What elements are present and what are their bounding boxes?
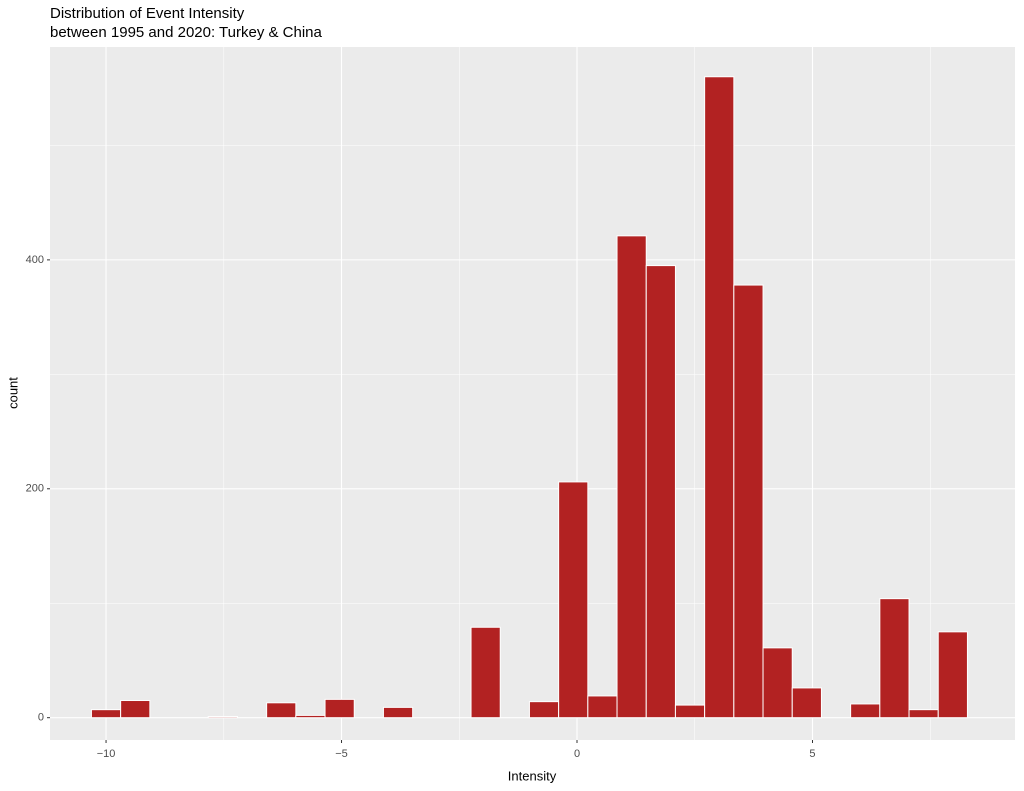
- bar: [937, 631, 968, 719]
- x-axis-label: Intensity: [508, 768, 557, 783]
- x-tick-label: 5: [809, 748, 815, 760]
- y-tick-label: 0: [38, 712, 44, 724]
- bar: [382, 706, 414, 719]
- bar: [324, 698, 355, 719]
- x-tick-label: 0: [574, 748, 580, 760]
- y-tick-label: 200: [26, 483, 44, 495]
- bar: [528, 701, 560, 719]
- bar: [704, 76, 735, 719]
- bar: [733, 284, 764, 719]
- x-tick-label: −5: [335, 748, 348, 760]
- bar: [207, 716, 238, 719]
- bar: [266, 702, 297, 719]
- bar: [558, 481, 589, 719]
- bar: [645, 265, 676, 719]
- bar: [879, 598, 910, 719]
- chart-title: Distribution of Event Intensity: [50, 5, 245, 22]
- bar: [791, 687, 822, 719]
- bar: [850, 703, 881, 719]
- y-tick-label: 400: [26, 254, 44, 266]
- chart-subtitle: between 1995 and 2020: Turkey & China: [50, 24, 323, 41]
- x-tick-label: −10: [97, 748, 116, 760]
- bar: [470, 626, 501, 719]
- bar: [908, 709, 939, 719]
- bar: [674, 704, 706, 719]
- y-axis-label: count: [5, 377, 20, 409]
- bar: [295, 714, 326, 719]
- bar: [616, 235, 647, 719]
- bar: [762, 647, 793, 719]
- bar: [120, 700, 151, 719]
- bar: [90, 709, 122, 719]
- bar: [587, 695, 618, 719]
- panel-background: [50, 47, 1015, 740]
